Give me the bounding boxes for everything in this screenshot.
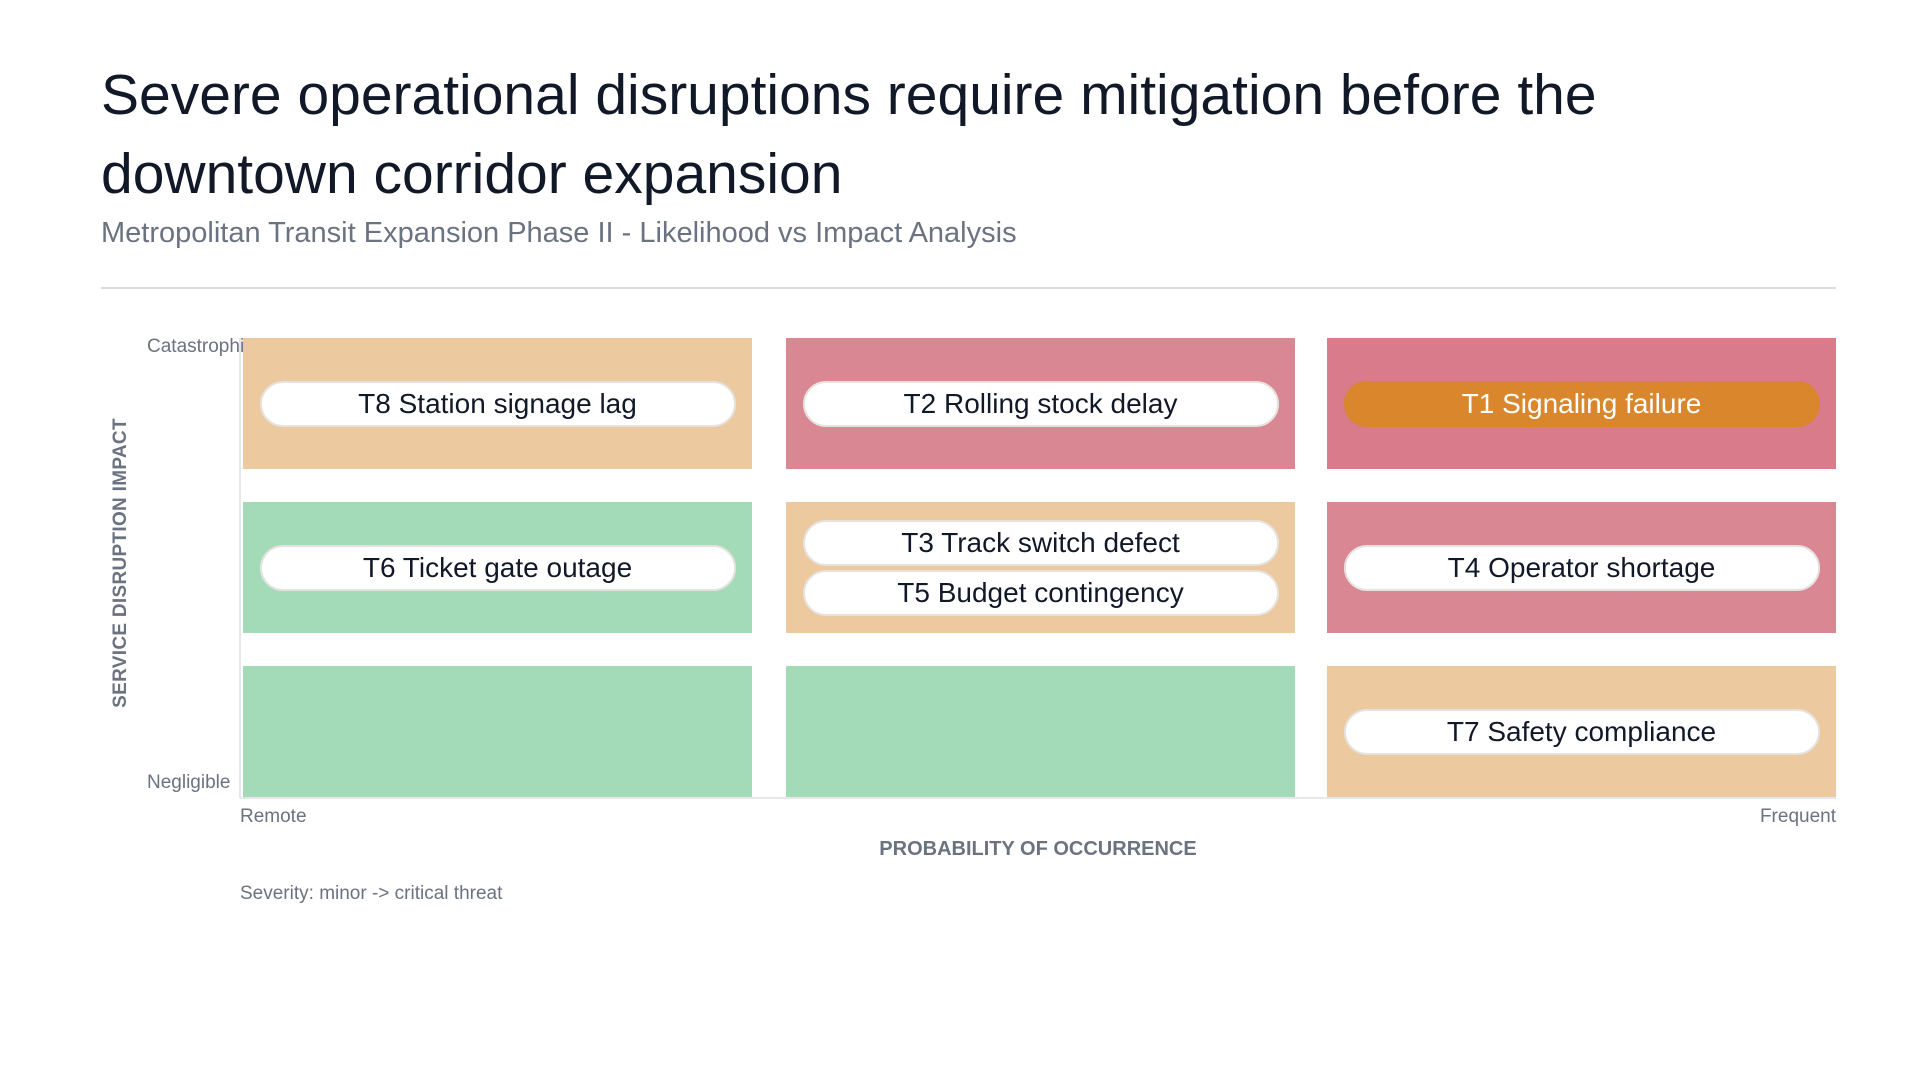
risk-item: T5 Budget contingency	[802, 569, 1279, 616]
y-tick-catastrophic: Catastrophic	[147, 336, 254, 357]
risk-item: T7 Safety compliance	[1343, 708, 1820, 755]
matrix-cell: T1 Signaling failure	[1327, 338, 1836, 469]
matrix-cell	[243, 666, 752, 797]
risk-item: T3 Track switch defect	[802, 519, 1279, 566]
matrix-cell: T6 Ticket gate outage	[243, 502, 752, 633]
x-tick-frequent: Frequent	[1759, 806, 1836, 827]
y-tick-negligible: Negligible	[147, 772, 231, 793]
matrix-cell: T3 Track switch defect T5 Budget continge…	[786, 502, 1295, 633]
risk-item: T2 Rolling stock delay	[802, 380, 1279, 427]
y-axis-title-text: SERVICE DISRUPTION IMPACT	[110, 418, 131, 708]
risk-item: T1 Signaling failure	[1343, 380, 1820, 427]
risk-item: T6 Ticket gate outage	[259, 544, 736, 591]
matrix-cell: T7 Safety compliance	[1327, 666, 1836, 797]
matrix-cell: T2 Rolling stock delay	[786, 338, 1295, 469]
risk-item: T8 Station signage lag	[259, 380, 736, 427]
x-axis-title: PROBABILITY OF OCCURRENCE	[879, 838, 1197, 860]
matrix-cell: T4 Operator shortage	[1327, 502, 1836, 633]
y-axis-line	[239, 338, 241, 798]
matrix-cell	[786, 666, 1295, 797]
matrix-cell: T8 Station signage lag	[243, 338, 752, 469]
x-axis-line	[240, 797, 1836, 799]
page-subtitle: Metropolitan Transit Expansion Phase II …	[101, 217, 1017, 249]
severity-legend-note: Severity: minor -> critical threat	[240, 883, 503, 904]
risk-item: T4 Operator shortage	[1343, 544, 1820, 591]
x-tick-remote: Remote	[240, 806, 307, 827]
page-title: Severe operational disruptions require m…	[101, 63, 1597, 206]
header-divider	[101, 287, 1836, 289]
